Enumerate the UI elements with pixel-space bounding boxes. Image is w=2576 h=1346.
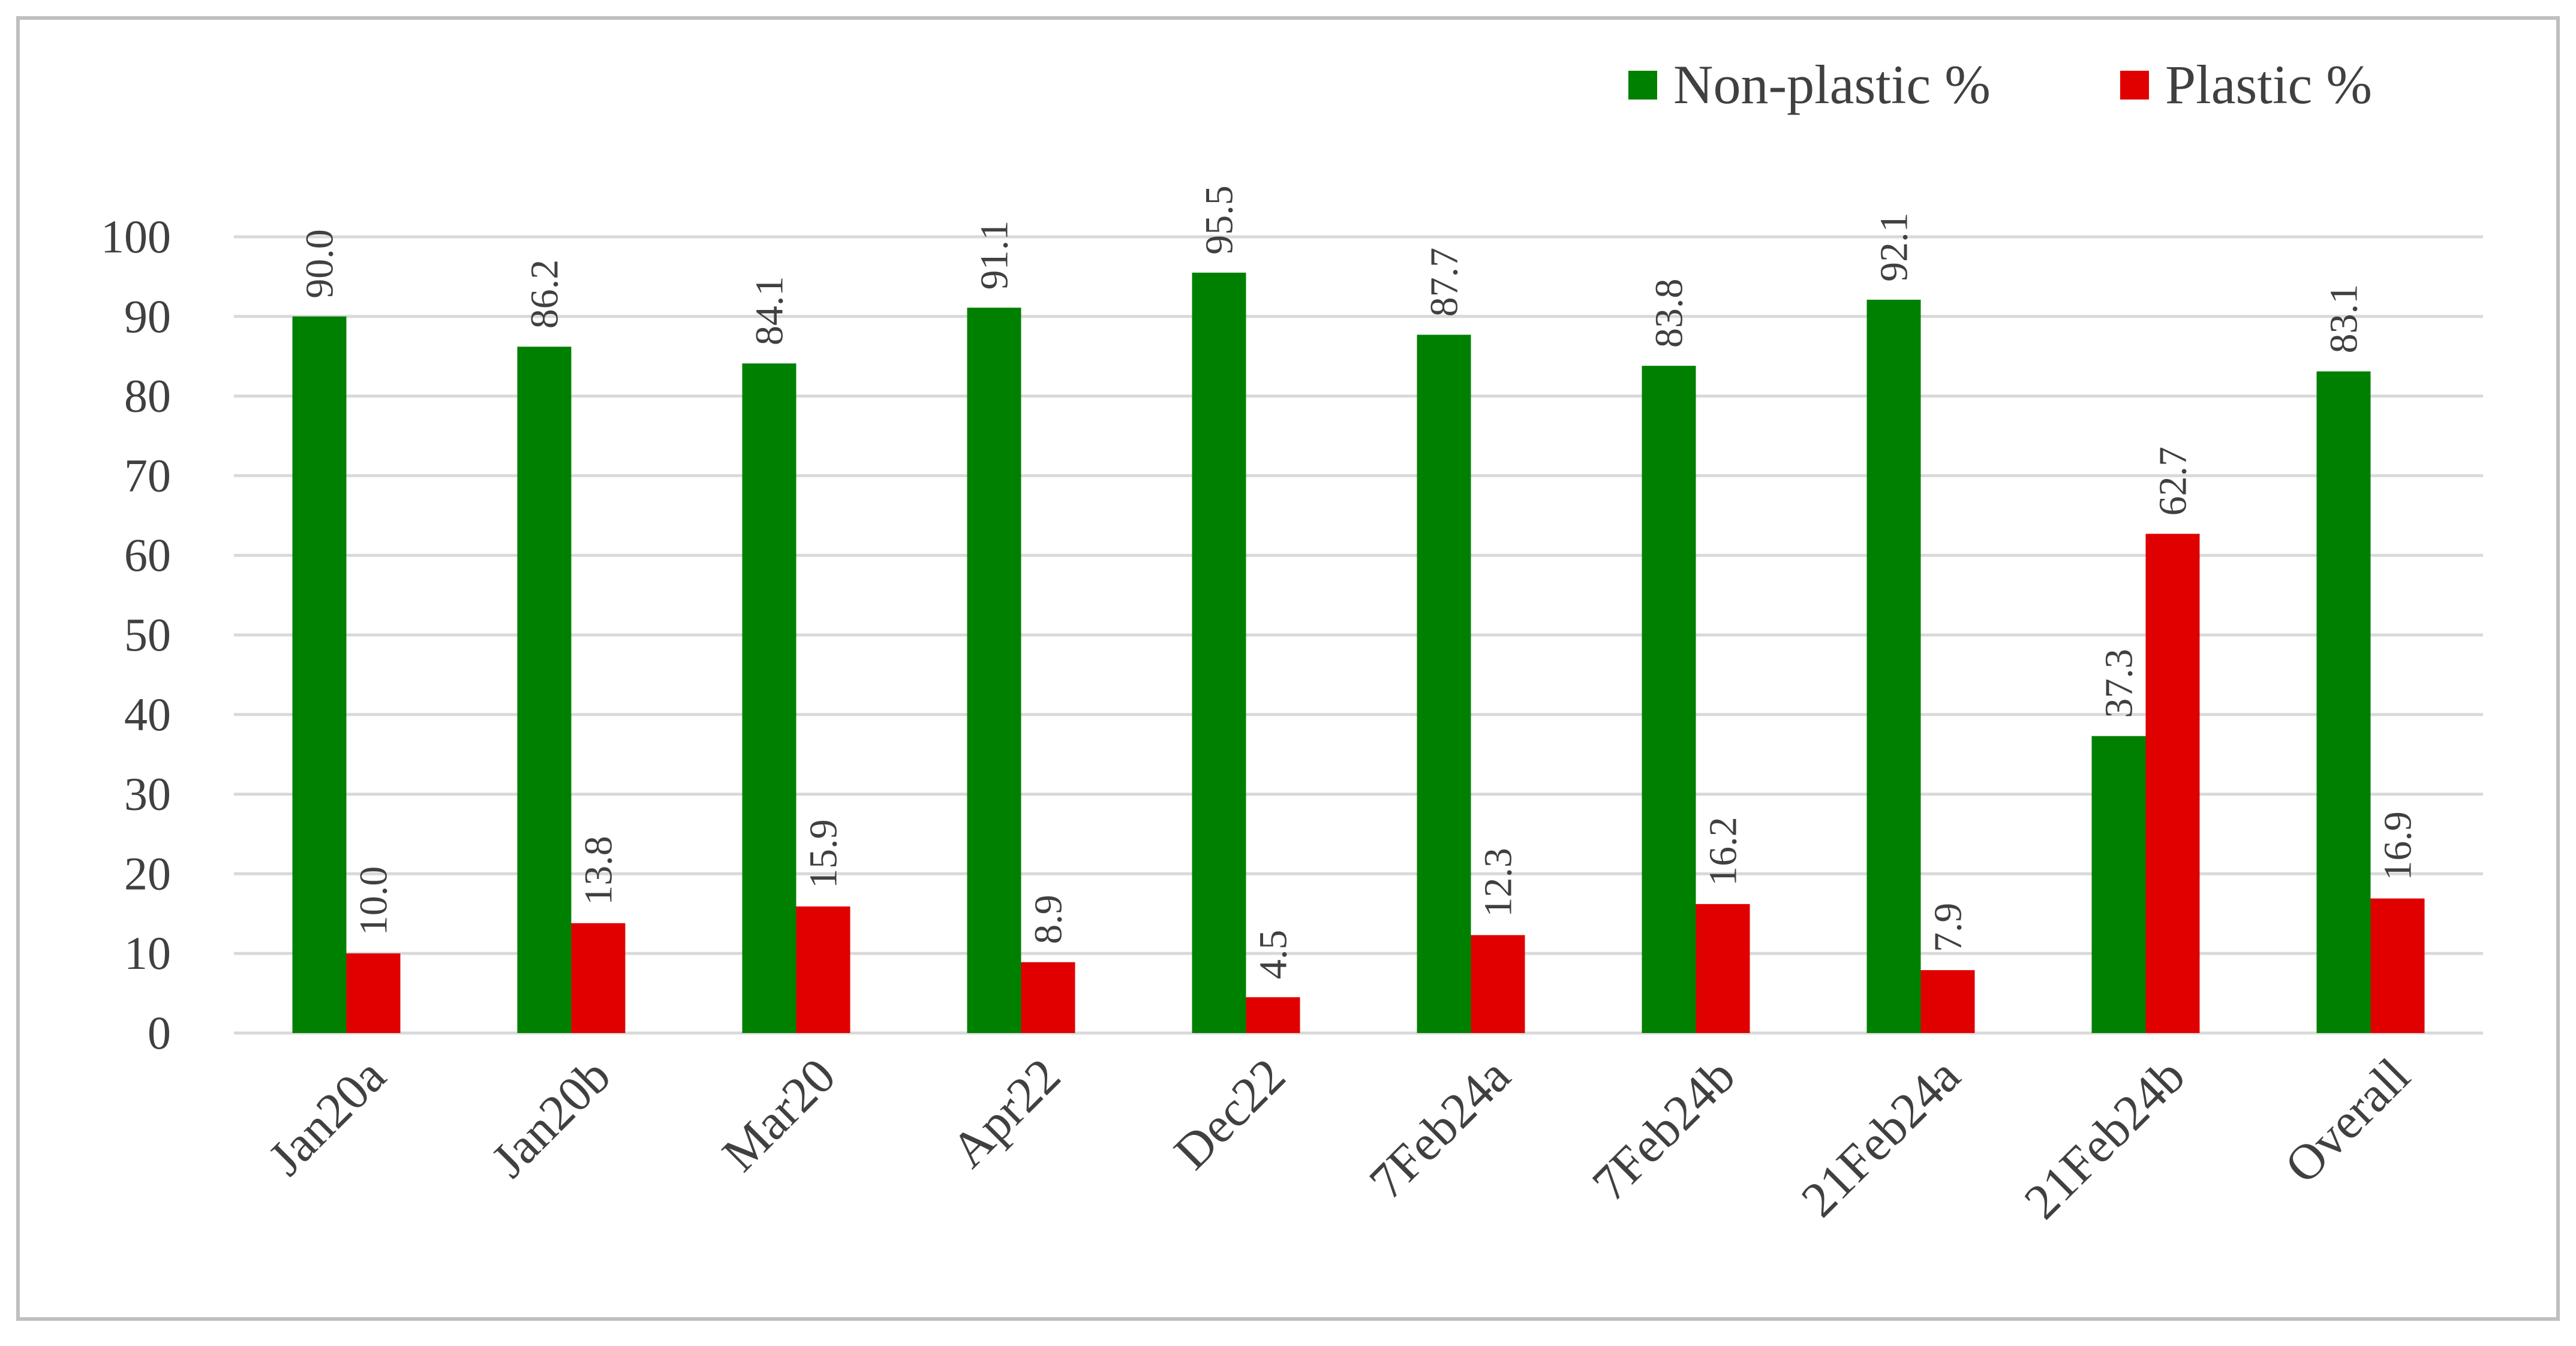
data-label: 7.9 — [1926, 903, 1970, 953]
data-label: 13.8 — [577, 836, 621, 905]
y-tick-label: 0 — [148, 1007, 171, 1059]
y-axis: 0 10 20 30 40 50 60 70 80 90 100 — [101, 210, 171, 1059]
bar-plastic — [1696, 904, 1750, 1033]
bar-plastic — [1920, 970, 1975, 1033]
bar-non-plastic — [292, 316, 347, 1033]
data-label: 83.8 — [1648, 279, 1691, 348]
bar-non-plastic — [742, 363, 796, 1033]
data-label: 95.5 — [1198, 185, 1242, 255]
bar-non-plastic — [967, 308, 1021, 1033]
bar-plastic — [346, 953, 401, 1033]
bar-plastic — [1021, 962, 1075, 1033]
legend: Non-plastic % Plastic % — [1628, 54, 2372, 115]
y-tick-label: 10 — [124, 927, 171, 979]
y-tick-label: 30 — [124, 768, 171, 820]
data-label: 16.9 — [2376, 811, 2420, 881]
bar-plastic — [2145, 534, 2200, 1033]
data-label: 84.1 — [748, 276, 792, 346]
bar-non-plastic — [1192, 272, 1246, 1033]
data-label: 87.7 — [1423, 248, 1466, 317]
y-tick-label: 100 — [101, 210, 171, 263]
legend-label: Plastic % — [2165, 54, 2372, 115]
data-label: 12.3 — [1477, 848, 1520, 917]
y-tick-label: 70 — [124, 449, 171, 501]
bar-non-plastic — [2316, 371, 2371, 1033]
bar-plastic — [571, 923, 626, 1033]
y-tick-label: 80 — [124, 370, 171, 422]
y-tick-label: 50 — [124, 609, 171, 661]
data-label: 62.7 — [2151, 447, 2195, 516]
y-tick-label: 20 — [124, 847, 171, 899]
bar-non-plastic — [1642, 366, 1696, 1033]
data-label: 92.1 — [1872, 212, 1916, 282]
bar-non-plastic — [2091, 736, 2146, 1033]
bars — [292, 272, 2425, 1034]
data-label: 16.2 — [1702, 817, 1745, 886]
y-tick-label: 40 — [124, 688, 171, 740]
data-label: 91.1 — [973, 221, 1017, 290]
bar-non-plastic — [517, 347, 572, 1034]
bar-plastic — [796, 906, 850, 1033]
data-label: 4.5 — [1252, 930, 1295, 980]
data-label: 15.9 — [802, 819, 846, 889]
y-tick-label: 60 — [124, 529, 171, 581]
legend-swatch — [1628, 71, 1657, 100]
data-label: 10.0 — [352, 866, 396, 936]
data-label: 86.2 — [523, 260, 567, 329]
chart-border — [16, 16, 2560, 1321]
legend-swatch — [2120, 71, 2149, 100]
y-tick-label: 90 — [124, 290, 171, 342]
data-labels: 90.0 10.0 86.2 13.8 84.1 15.9 91.1 8.9 95.5 4.5 87… — [298, 185, 2420, 979]
data-label: 37.3 — [2097, 649, 2141, 718]
data-label: 83.1 — [2322, 284, 2366, 354]
bar-plastic — [1246, 997, 1300, 1033]
bar-plastic — [2370, 898, 2425, 1033]
bar-plastic — [1471, 935, 1525, 1033]
legend-label: Non-plastic % — [1673, 54, 1991, 115]
bar-non-plastic — [1866, 299, 1921, 1033]
bar-non-plastic — [1417, 335, 1471, 1033]
data-label: 8.9 — [1027, 895, 1071, 944]
data-label: 90.0 — [298, 229, 342, 299]
